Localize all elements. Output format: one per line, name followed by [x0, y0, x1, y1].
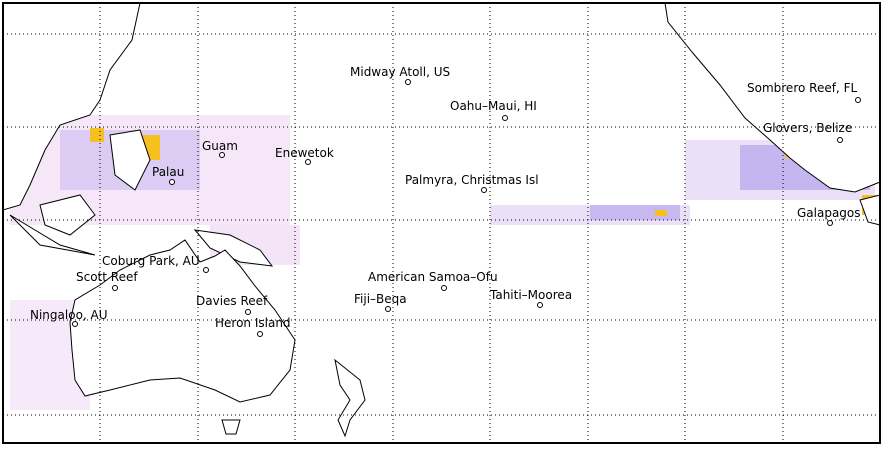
station-label: Scott Reef	[76, 270, 138, 284]
graticule	[3, 3, 880, 443]
station-marker	[385, 306, 391, 312]
station-label: Sombrero Reef, FL	[747, 81, 857, 95]
station-label: Tahiti–Moorea	[489, 288, 572, 302]
station-label: Ningaloo, AU	[30, 308, 108, 322]
station-marker	[405, 79, 411, 85]
station-marker	[257, 331, 263, 337]
station-marker	[537, 302, 543, 308]
stations: Midway Atoll, US Oahu–Maui, HI Guam Eneweto…	[30, 65, 861, 337]
station-label: Galapagos	[797, 206, 861, 220]
station-marker	[112, 285, 118, 291]
station-label: Palmyra, Christmas Isl	[405, 173, 539, 187]
station-label: Guam	[202, 139, 238, 153]
station-label: Oahu–Maui, HI	[450, 99, 537, 113]
station-label: Palau	[152, 165, 184, 179]
coastlines	[2, 2, 881, 438]
station-marker	[305, 159, 311, 165]
station-marker	[502, 115, 508, 121]
station-marker	[169, 179, 175, 185]
station-marker	[441, 285, 447, 291]
station-marker	[72, 321, 78, 327]
station-label: Davies Reef	[196, 294, 268, 308]
station-label: American Samoa–Ofu	[368, 270, 498, 284]
station-label: Coburg Park, AU	[102, 254, 200, 268]
station-marker	[855, 97, 861, 103]
station-marker	[219, 152, 225, 158]
station-label: Fiji–Beqa	[354, 292, 407, 306]
station-label: Glovers, Belize	[763, 121, 852, 135]
station-marker	[837, 137, 843, 143]
station-marker	[203, 267, 209, 273]
station-marker	[827, 220, 833, 226]
station-marker	[481, 187, 487, 193]
station-label: Enewetok	[275, 146, 334, 160]
frame	[2, 2, 881, 444]
station-label: Heron Island	[215, 316, 291, 330]
station-label: Midway Atoll, US	[350, 65, 450, 79]
station-marker	[245, 309, 251, 315]
